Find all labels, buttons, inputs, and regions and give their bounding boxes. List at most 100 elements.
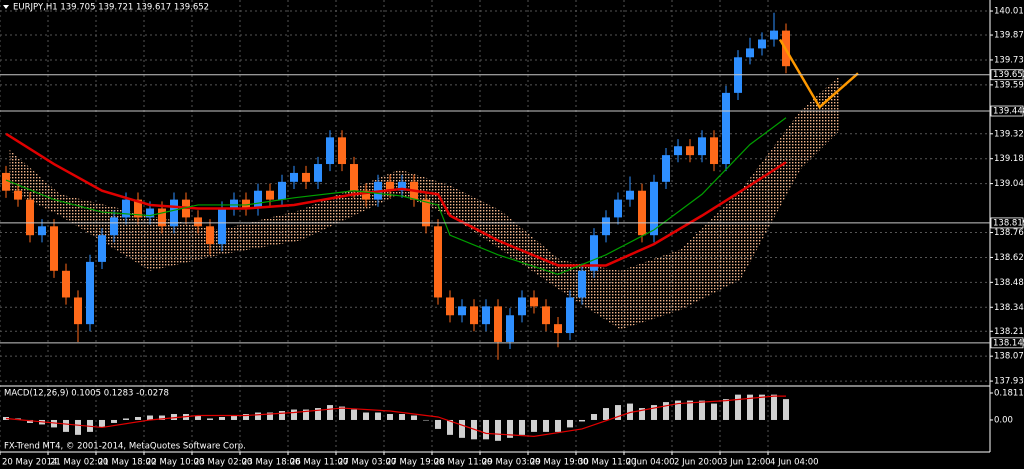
macd-bar <box>315 408 321 420</box>
macd-bar <box>351 409 357 420</box>
candle-body <box>254 190 262 209</box>
macd-bar <box>399 414 405 420</box>
candle-body <box>650 181 658 236</box>
candle-body <box>26 199 34 236</box>
candle-body <box>686 146 694 156</box>
candle-body <box>758 39 766 49</box>
macd-bar <box>531 419 537 432</box>
candle-body <box>158 208 166 227</box>
footer: FX-Trend MT4, © 2001-2014, MetaQuotes So… <box>4 442 246 452</box>
macd-bar <box>279 411 285 420</box>
y-tick-label: 138.485 <box>994 278 1024 288</box>
macd-bar <box>339 406 345 420</box>
macd-bar <box>423 419 429 421</box>
level-label-box <box>990 337 1024 349</box>
macd-bar <box>639 408 645 420</box>
macd-bar <box>207 418 213 420</box>
macd-bar <box>375 412 381 420</box>
candle-body <box>170 199 178 227</box>
macd-bar <box>363 412 369 420</box>
macd-bar <box>291 409 297 420</box>
candle-body <box>542 306 550 325</box>
candle-body <box>350 164 358 191</box>
x-tick-label: 29 May 03:00 <box>482 458 540 468</box>
macd-bar <box>63 419 69 432</box>
level-label: 139.652 <box>993 70 1024 80</box>
x-tick-label: 26 May 11:00 <box>290 458 348 468</box>
candle-body <box>398 181 406 191</box>
candle-body <box>494 306 502 342</box>
candle-body <box>626 190 634 200</box>
candle-body <box>98 235 106 262</box>
menu-arrow[interactable] <box>3 5 9 9</box>
macd-bar <box>771 394 777 420</box>
candle-body <box>386 181 394 191</box>
candle-body <box>746 48 754 58</box>
candle-body <box>2 172 10 191</box>
macd-bar <box>159 415 165 420</box>
y-tick-label: 137.930 <box>994 377 1024 387</box>
macd-signal-line <box>5 395 786 437</box>
y-tick-label: 139.320 <box>994 129 1024 139</box>
x-tick-label: 20 May 2014 <box>2 458 57 468</box>
macd-bar <box>219 416 225 420</box>
candle-body <box>422 199 430 227</box>
macd-bar <box>411 415 417 420</box>
candle-body <box>302 172 310 182</box>
macd-bar <box>195 415 201 420</box>
candle-body <box>698 137 706 156</box>
y-tick-label: 139.040 <box>994 179 1024 189</box>
candle-body <box>362 190 370 200</box>
y-tick-label: 138.070 <box>994 352 1024 362</box>
macd-bar <box>111 419 117 423</box>
candle-body <box>266 190 274 200</box>
y-tick-label: 139.735 <box>994 55 1024 65</box>
level-label-box <box>990 217 1024 229</box>
x-tick-label: 21 May 18:00 <box>98 458 156 468</box>
macd-bar <box>747 394 753 420</box>
candle-body <box>86 261 94 325</box>
x-tick-label: 27 May 03:00 <box>338 458 396 468</box>
macd-bar <box>231 415 237 420</box>
macd-bar <box>627 403 633 420</box>
candle-body <box>218 208 226 245</box>
candle-body <box>146 208 154 218</box>
macd-bar <box>735 394 741 420</box>
y-tick-label: 139.595 <box>994 80 1024 90</box>
candle-body <box>62 270 70 298</box>
candle-body <box>278 181 286 200</box>
y-tick-label: 139.875 <box>994 31 1024 41</box>
macd-tick-label: 0.00 <box>994 415 1013 425</box>
y-tick-label: 138.765 <box>994 228 1024 238</box>
macd-bar <box>147 415 153 420</box>
candle-body <box>74 297 82 325</box>
y-tick-label: 138.625 <box>994 253 1024 263</box>
x-tick-label: 28 May 11:00 <box>434 458 492 468</box>
candle-body <box>638 190 646 236</box>
candle-body <box>458 306 466 316</box>
y-tick-label: 139.180 <box>994 154 1024 164</box>
macd-bar <box>687 400 693 420</box>
macd-bar <box>555 419 561 432</box>
y-tick-label: 138.210 <box>994 327 1024 337</box>
macd-bar <box>435 419 441 429</box>
macd-bar <box>267 412 273 420</box>
candle-body <box>134 199 142 218</box>
candle-body <box>14 190 22 200</box>
candle-body <box>446 297 454 316</box>
level-label: 139.448 <box>993 107 1024 117</box>
candle-body <box>482 306 490 325</box>
candle-body <box>566 297 574 334</box>
x-tick-label: 27 May 19:00 <box>386 458 444 468</box>
level-label: 138.145 <box>993 338 1024 348</box>
candle-body <box>110 217 118 236</box>
macd-bar <box>507 419 513 438</box>
macd-bar <box>663 402 669 420</box>
x-tick-label: 2 Jun 20:00 <box>674 458 723 468</box>
macd-bar <box>699 400 705 420</box>
macd-bar <box>27 419 33 423</box>
candle-body <box>194 217 202 227</box>
candle-body <box>662 155 670 182</box>
candle-body <box>338 137 346 165</box>
